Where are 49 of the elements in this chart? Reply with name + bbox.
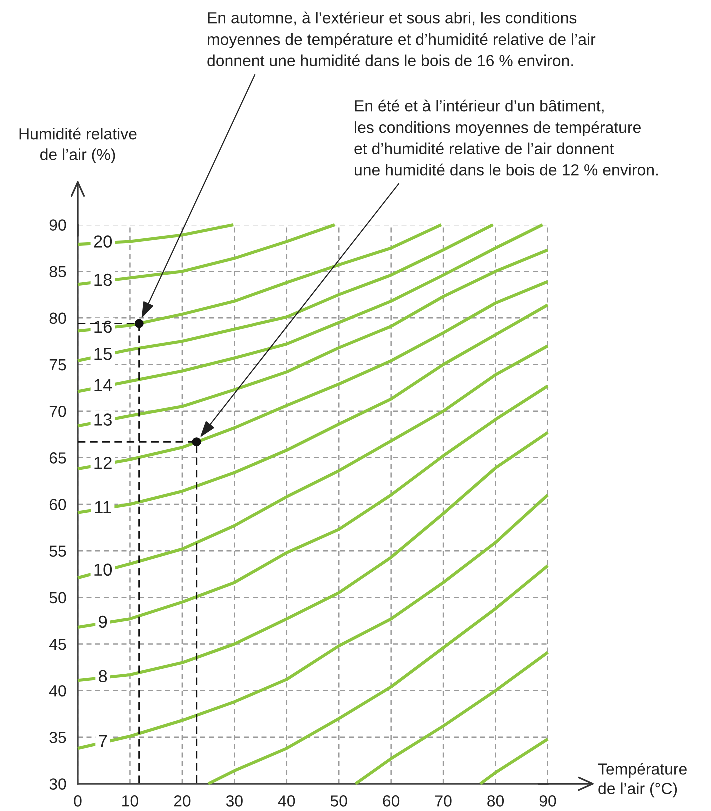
line-series	[76, 304, 550, 514]
y-tick-label: 80	[50, 312, 66, 324]
y-tick-label: 45	[49, 639, 66, 650]
line-series	[76, 223, 336, 286]
x-tick-label: 60	[383, 796, 400, 807]
line-series	[207, 564, 550, 786]
line-series	[76, 431, 550, 682]
y-tick-label: 70	[50, 406, 66, 418]
y-tick-label: 65	[50, 452, 66, 464]
series-label: 12	[94, 456, 112, 470]
y-tick-label: 30	[50, 778, 66, 790]
x-tick-label: 50	[330, 796, 348, 807]
x-tick-label: 90	[540, 796, 556, 807]
x-tick-label: 70	[435, 796, 452, 807]
x-tick-label: 0	[74, 796, 82, 807]
line-series	[76, 248, 550, 428]
y-tick-label: 55	[50, 546, 66, 558]
x-tick-label: 20	[174, 796, 191, 807]
x-tick-label: 30	[226, 796, 243, 807]
series-label: 13	[94, 414, 112, 426]
series-label: 9	[99, 616, 108, 628]
series-label: 18	[94, 274, 112, 286]
series-label: 7	[99, 735, 108, 748]
x-tick-label: 10	[122, 796, 138, 807]
y-axis-title: Humidité relative de l’air (%)	[20, 128, 137, 164]
series-label: 14	[94, 379, 112, 392]
line-series	[76, 344, 550, 580]
y-tick-label: 60	[50, 499, 66, 510]
series-label: 10	[94, 564, 112, 576]
y-tick-label: 50	[50, 592, 66, 604]
annotation: En automne, à l’extérieur et sous abri, les conditions moyennes de température et d’humidité relative de l’air donnent une humidité dans le bois de 16 % environ.	[208, 12, 596, 67]
line-series	[76, 223, 443, 333]
line-series	[76, 223, 544, 394]
y-tick-label: 90	[50, 220, 66, 231]
series-label: 20	[94, 236, 112, 248]
line-series	[76, 494, 550, 750]
y-tick-label: 85	[50, 266, 66, 278]
annotation: En été et à l’intérieur d’un bâtiment, les conditions moyennes de température et d’humidité relative de l’air donnent une humidité dans le bois de 12 % environ.	[354, 100, 658, 176]
x-axis-title: Température de l’air (°C)	[598, 763, 687, 798]
line-series	[76, 223, 495, 363]
y-tick-label: 75	[50, 360, 66, 371]
y-tick-label: 35	[50, 732, 66, 744]
x-tick-label: 80	[488, 796, 504, 807]
series-label: 15	[94, 348, 112, 360]
x-tick-label: 40	[278, 796, 296, 807]
line-series	[354, 651, 550, 786]
series-label: 8	[98, 670, 108, 683]
y-tick-label: 40	[49, 685, 66, 697]
series-label: 11	[95, 501, 112, 514]
